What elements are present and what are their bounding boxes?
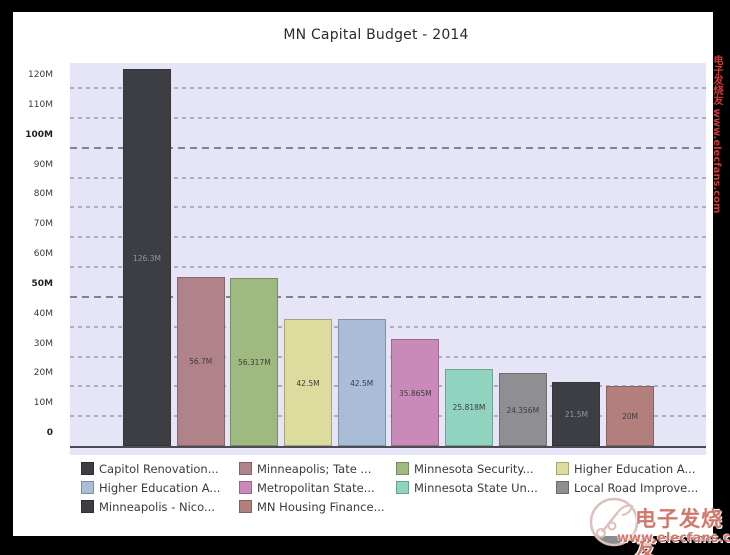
- y-tick-label: 60M: [33, 249, 53, 259]
- bar-9: 21.5M: [552, 381, 601, 446]
- legend-label: Higher Education A...: [99, 481, 221, 495]
- y-tick-label: 120M: [28, 70, 53, 80]
- gridline-30M: [70, 355, 706, 358]
- y-tick-label: 50M: [31, 278, 53, 289]
- legend-label: Capitol Renovation...: [99, 462, 219, 476]
- plot-area: 126.3M 56.7M 56.317M 42.5M 42.5M 35.865M 25.81…: [70, 63, 706, 455]
- legend-swatch-icon: [396, 481, 409, 494]
- bar-3: 56.317M: [230, 278, 279, 446]
- bar-6: 35.865M: [391, 339, 440, 446]
- watermark-site-url: www.elecfans.com: [617, 531, 730, 546]
- watermark-site-url: www.elecfans.com: [711, 108, 722, 214]
- legend-label: Minneapolis - Nico...: [99, 500, 215, 514]
- y-tick-label: 90M: [33, 159, 53, 170]
- chart-title: MN Capital Budget - 2014: [283, 27, 469, 43]
- gridline-20M: [70, 385, 706, 388]
- y-tick-label: 80M: [33, 189, 53, 200]
- gridline-110M: [70, 116, 706, 119]
- bar-value-label: 25.818M: [452, 403, 486, 413]
- gridline-10M: [70, 415, 706, 418]
- bar-4: 42.5M: [284, 319, 332, 446]
- gridline-90M: [70, 176, 706, 179]
- y-tick-label: 30M: [33, 338, 53, 349]
- y-tick-label: 70M: [33, 219, 53, 230]
- legend-swatch-icon: [396, 462, 409, 475]
- bar-value-label: 56.7M: [189, 357, 213, 367]
- gridline-70M: [70, 236, 706, 239]
- bar-value-label: 56.317M: [237, 358, 271, 367]
- legend-swatch-icon: [239, 462, 252, 475]
- bar-value-label: 20M: [622, 412, 639, 422]
- bar-10: 20M: [606, 386, 655, 446]
- legend-swatch-icon: [81, 462, 94, 475]
- legend-swatch-icon: [556, 481, 569, 494]
- gridline-120M: [70, 87, 706, 89]
- chart-canvas: MN Capital Budget - 2014 126.3M 56.7M 56.3…: [13, 12, 713, 536]
- legend-swatch-icon: [239, 500, 252, 513]
- gridline-80M: [70, 206, 706, 209]
- y-tick-label: 0: [46, 428, 53, 438]
- legend-label: Minneapolis; Tate ...: [257, 462, 372, 476]
- y-tick-label: 100M: [25, 129, 53, 140]
- legend-swatch-icon: [81, 481, 94, 494]
- bar-8: 24.356M: [498, 373, 547, 446]
- bar-value-label: 42.5M: [296, 378, 320, 388]
- y-tick-label: 110M: [28, 99, 53, 110]
- bar-value-label: 126.3M: [133, 253, 161, 263]
- x-axis-line: [70, 446, 706, 448]
- gridline-50M: [70, 295, 706, 298]
- legend-label: Metropolitan State...: [257, 481, 375, 495]
- watermark-corner: 电子发烧友 www.elecfans.com: [585, 470, 730, 555]
- watermark-vertical: 电子发烧友 www.elecfans.com: [704, 55, 728, 225]
- watermark-site-name: 电子发烧友: [711, 55, 722, 105]
- y-tick-label: 20M: [33, 368, 53, 379]
- bar-7: 25.818M: [445, 368, 494, 446]
- bar-1: 126.3M: [123, 69, 171, 446]
- bar-value-label: 35.865M: [398, 388, 432, 398]
- legend-label: Minnesota Security...: [414, 462, 534, 476]
- bar-2: 56.7M: [176, 276, 225, 446]
- bar-value-label: 42.5M: [350, 378, 374, 388]
- y-tick-label: 10M: [33, 398, 53, 409]
- watermark-site-name: 电子发烧友: [635, 507, 723, 555]
- bar-value-label: 21.5M: [564, 409, 588, 419]
- legend-swatch-icon: [239, 481, 252, 494]
- gridline-60M: [70, 266, 706, 268]
- y-tick-label: 40M: [33, 308, 53, 319]
- gridline-40M: [70, 325, 706, 328]
- bar-value-label: 24.356M: [506, 405, 540, 415]
- legend-label: MN Housing Finance...: [257, 500, 385, 514]
- elecfans-logo-icon: [589, 497, 639, 547]
- legend-swatch-icon: [556, 462, 569, 475]
- legend-swatch-icon: [81, 500, 94, 513]
- legend-label: Minnesota State Un...: [414, 481, 538, 495]
- bar-5: 42.5M: [337, 319, 386, 446]
- gridline-100M: [70, 146, 706, 149]
